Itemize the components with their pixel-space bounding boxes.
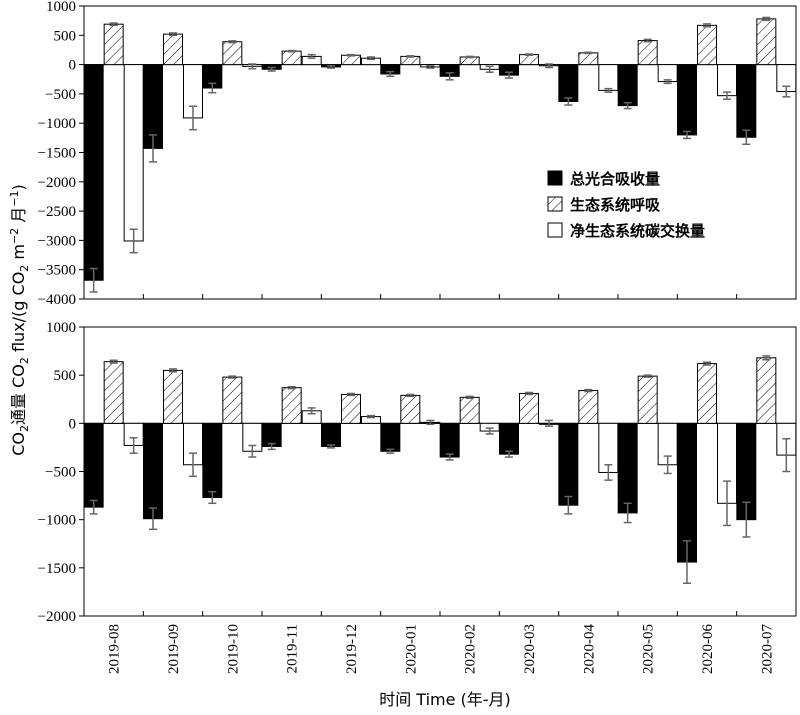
bar-nee-2020-04	[598, 64, 619, 91]
top-panel: 1000 500 0 −500 −1000 −1500 −2000 −2500 −3000 −35…	[38, 0, 797, 308]
x-tick-label: 2019-09	[166, 624, 182, 674]
legend-swatch-nee	[547, 222, 563, 238]
bar-er-2020-07	[756, 18, 777, 66]
bar-gpp-2020-04	[558, 422, 579, 506]
y-tick-label: −1000	[38, 116, 76, 132]
x-tick-label: 2020-07	[759, 624, 775, 674]
x-tick-label: 2020-06	[700, 624, 716, 674]
bar-er-2020-03	[519, 392, 539, 424]
bar-er-2020-05	[637, 40, 658, 66]
bar-er-2020-06	[697, 24, 717, 66]
bar-er-2019-11	[281, 387, 302, 424]
bar-nee-2020-05	[657, 64, 678, 83]
bar-er-2019-08	[103, 23, 124, 66]
bar-er-2019-09	[163, 369, 183, 424]
y-tick-label: −3500	[38, 263, 76, 279]
bar-er-2020-06	[697, 363, 717, 424]
bar-gpp-2020-03	[499, 422, 519, 455]
y-tick-label: −4000	[38, 292, 76, 308]
bar-gpp-2020-06	[677, 64, 697, 136]
y-tick-label: 0	[69, 416, 77, 432]
bar-gpp-2019-12	[321, 422, 341, 447]
legend-label-gpp: 总光合吸收量	[570, 170, 660, 188]
bar-er-2019-08	[103, 361, 124, 424]
legend-label-nee: 净生态系统碳交换量	[570, 222, 705, 240]
legend-label-er: 生态系统呼吸	[570, 196, 661, 214]
bar-gpp-2019-09	[143, 422, 163, 520]
legend-swatch-gpp	[547, 170, 563, 186]
x-axis-title: 时间 Time (年-月)	[379, 690, 511, 709]
y-tick-label: −1500	[38, 561, 76, 577]
y-tick-label: −1500	[38, 146, 76, 162]
bar-er-2020-04	[578, 52, 599, 66]
legend-swatch-er	[547, 196, 563, 212]
y-tick-label: −500	[45, 465, 76, 481]
y-tick-label: 1000	[46, 320, 76, 336]
x-tick-label: 2019-10	[225, 624, 241, 674]
x-tick-label: 2019-12	[344, 624, 360, 674]
y-tick-label: −500	[45, 87, 76, 103]
x-tick-label: 2020-01	[403, 624, 419, 674]
x-tick-label: 2019-11	[285, 624, 301, 673]
bar-er-2019-12	[341, 54, 361, 66]
x-tick-label: 2020-04	[581, 624, 597, 674]
y-tick-label: 500	[54, 28, 77, 44]
bar-gpp-2019-08	[83, 64, 104, 281]
bar-nee-2019-08	[123, 64, 144, 242]
bar-er-2020-03	[519, 54, 539, 66]
legend: 总光合吸收量 生态系统呼吸 净生态系统碳交换量	[547, 170, 705, 240]
bar-gpp-2020-05	[617, 64, 638, 107]
bar-er-2020-05	[637, 375, 658, 424]
y-tick-label: −2500	[38, 204, 76, 220]
bar-gpp-2019-10	[202, 422, 223, 499]
bar-er-2019-09	[163, 33, 183, 66]
y-tick-label: −1000	[38, 513, 76, 529]
bottom-panel: 1000 500 0 −500 −1000 −1500 −2000	[38, 320, 797, 625]
bar-er-2020-07	[756, 357, 777, 424]
bar-gpp-2020-04	[558, 64, 579, 103]
bar-gpp-2019-08	[83, 422, 104, 508]
bar-gpp-2020-02	[439, 422, 460, 458]
x-axis: 2019-08 2019-09 2019-10 2019-11 2019-12 2020-…	[107, 624, 776, 674]
bar-er-2019-10	[222, 376, 243, 424]
bar-er-2019-11	[281, 50, 302, 66]
bar-gpp-2020-05	[617, 422, 638, 514]
bar-nee-2020-06	[717, 64, 737, 97]
bar-er-2020-02	[459, 396, 480, 424]
x-tick-label: 2020-03	[522, 624, 538, 674]
x-tick-label: 2019-08	[107, 624, 123, 674]
y-tick-label: 0	[69, 58, 77, 74]
y-tick-label: −2000	[38, 175, 76, 191]
bar-er-2020-04	[578, 390, 599, 424]
bar-er-2020-01	[400, 394, 421, 424]
bar-er-2019-10	[222, 41, 243, 66]
plot-frame-top	[83, 5, 797, 300]
x-tick-label: 2020-02	[463, 624, 479, 674]
y-tick-label: −2000	[38, 609, 76, 625]
y-tick-label: −3000	[38, 233, 76, 249]
bar-er-2019-12	[341, 393, 361, 424]
bar-gpp-2020-01	[380, 422, 401, 452]
y-tick-label: 1000	[46, 0, 76, 15]
y-tick-label: 500	[54, 368, 77, 384]
x-tick-label: 2020-05	[641, 624, 657, 674]
y-axis-title: CO2通量 CO2 flux/(g CO2 m−2 月−1)	[8, 184, 31, 456]
bar-gpp-2020-07	[736, 64, 757, 138]
